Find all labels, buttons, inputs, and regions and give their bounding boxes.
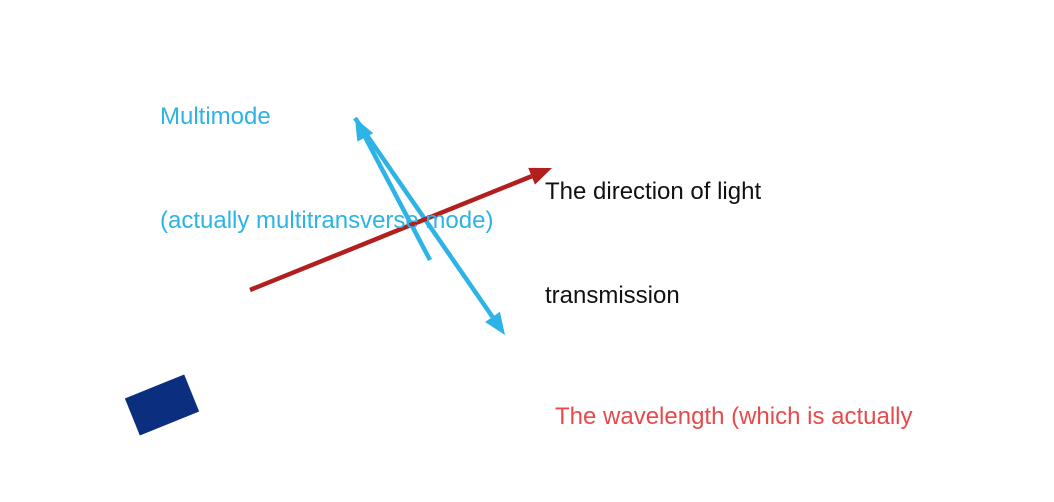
diagram-canvas: Multimode (actually multitransverse mode… <box>0 0 1054 502</box>
multimode-label: Multimode (actually multitransverse mode… <box>160 30 493 308</box>
direction-label-line1: The direction of light <box>545 175 761 210</box>
multimode-label-line1: Multimode <box>160 100 493 135</box>
laser-label: Laser <box>190 435 250 502</box>
laser-box <box>125 374 199 435</box>
multimode-label-line2: (actually multitransverse mode) <box>160 204 493 239</box>
shapes-layer <box>125 374 199 435</box>
direction-label-line2: transmission <box>545 279 761 314</box>
wavelength-label: The wavelength (which is actually the wa… <box>555 330 922 502</box>
transverse-arrow-down-head-icon <box>485 312 505 335</box>
wavelength-label-line1: The wavelength (which is actually <box>555 400 922 435</box>
